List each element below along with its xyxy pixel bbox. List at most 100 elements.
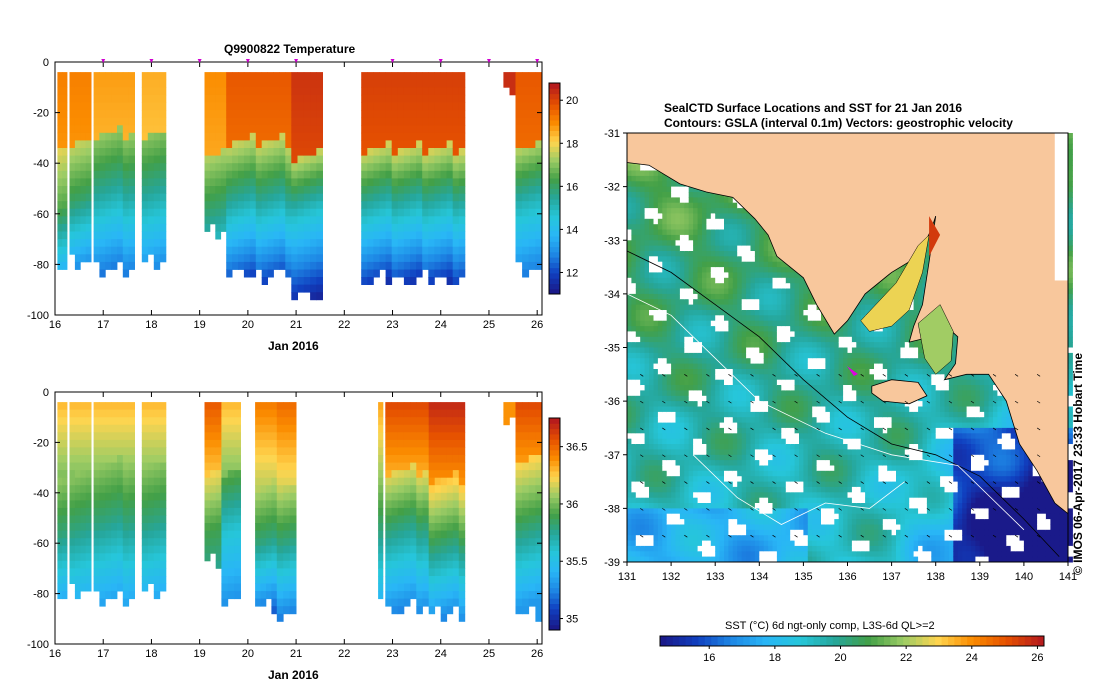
profile-cell (452, 223, 460, 232)
profile-cell (215, 477, 222, 486)
colorbar-tick-label: 12 (566, 267, 578, 279)
sst-cell (627, 267, 632, 273)
profile-cell (535, 79, 543, 88)
sst-cell (635, 224, 641, 231)
profile-cell (122, 178, 130, 187)
profile-cell (297, 79, 305, 88)
section-0-data (57, 72, 543, 301)
profile-cell (210, 455, 217, 463)
profile-cell (80, 492, 87, 501)
profile-cell (410, 178, 417, 187)
profile-cell (416, 193, 423, 202)
sst-cell (627, 492, 632, 499)
sst-cell (693, 540, 698, 547)
sst-cell (688, 256, 694, 263)
profile-cell (74, 530, 81, 539)
sst-cell (657, 224, 663, 231)
colorbar-cell (549, 167, 560, 174)
profile-cell (403, 560, 411, 569)
sst-cell (631, 363, 637, 370)
profile-cell (227, 470, 235, 479)
profile-cell (361, 132, 368, 141)
sst-cell (693, 460, 698, 466)
sst-cell (719, 406, 725, 413)
profile-cell (422, 424, 430, 433)
sst-cell (644, 503, 650, 509)
profile-cell (111, 560, 118, 569)
sst-cell (666, 395, 672, 402)
profile-cell (128, 485, 135, 494)
profile-cell (69, 246, 76, 255)
profile-cell (62, 447, 68, 456)
profile-cell (397, 462, 405, 471)
profile-cell (85, 208, 92, 217)
profile-cell (80, 409, 87, 418)
profile-cell (385, 568, 392, 577)
sst-cell (635, 186, 641, 193)
profile-cell (128, 102, 135, 111)
profile-cell (385, 117, 393, 126)
profile-cell (111, 102, 118, 111)
profile-cell (220, 87, 227, 96)
sst-cell (697, 224, 703, 231)
profile-cell (379, 208, 386, 217)
profile-cell (446, 447, 454, 456)
profile-cell (221, 523, 229, 531)
sst-cell (631, 240, 637, 247)
profile-cell (122, 515, 130, 524)
profile-cell (215, 424, 222, 433)
profile-cell (303, 170, 311, 179)
sst-cell (684, 310, 690, 316)
sst-cell (675, 331, 681, 338)
profile-cell (141, 560, 149, 569)
sst-cell (640, 202, 646, 209)
profile-cell (422, 117, 429, 126)
sst-cell (675, 545, 681, 552)
profile-cell (234, 470, 241, 479)
profile-cell (261, 231, 268, 240)
profile-cell (221, 576, 229, 584)
profile-cell (276, 606, 284, 615)
profile-cell (74, 140, 81, 149)
profile-cell (373, 231, 380, 240)
profile-cell (367, 94, 374, 103)
profile-cell (226, 87, 233, 96)
sst-cell (627, 535, 632, 542)
sst-cell (644, 272, 650, 279)
colorbar-cell (549, 114, 560, 121)
profile-cell (515, 102, 523, 111)
sst-cell (715, 395, 721, 402)
sst-cell (653, 229, 659, 236)
profile-cell (440, 163, 447, 172)
profile-cell (111, 132, 118, 141)
sst-cell (702, 390, 707, 397)
profile-cell (57, 477, 63, 486)
profile-cell (434, 576, 442, 584)
profile-cell (528, 125, 536, 134)
profile-cell (416, 576, 423, 584)
sst-cell (653, 444, 659, 450)
profile-cell (99, 455, 106, 463)
profile-cell (147, 545, 155, 554)
sst-cell (640, 529, 646, 536)
sst-cell (719, 438, 725, 445)
sst-cell (684, 406, 690, 413)
sst-cell (653, 369, 659, 375)
sst-cell (697, 449, 703, 456)
sst-cell (702, 283, 707, 290)
profile-cell (80, 140, 87, 149)
profile-cell (153, 170, 161, 179)
profile-cell (243, 163, 251, 172)
profile-cell (221, 455, 229, 463)
profile-cell (204, 223, 211, 232)
sst-cell (715, 277, 721, 284)
sst-cell (644, 444, 650, 450)
sst-cell (640, 363, 646, 370)
sst-cell (640, 213, 646, 220)
profile-cell (117, 94, 124, 103)
profile-cell (69, 186, 76, 194)
profile-cell (385, 409, 392, 418)
profile-cell (279, 72, 286, 81)
profile-cell (446, 216, 454, 225)
profile-cell (410, 507, 417, 516)
